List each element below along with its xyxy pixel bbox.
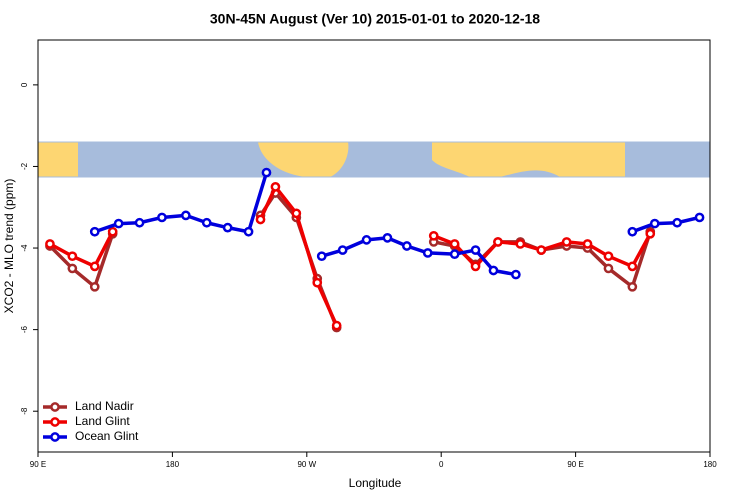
point <box>603 263 614 274</box>
legend-marker <box>50 432 60 442</box>
map-land <box>258 142 349 177</box>
x-tick-label: 90 E <box>30 460 46 469</box>
point <box>645 228 656 239</box>
point <box>331 320 342 331</box>
point <box>511 269 521 280</box>
map-land <box>38 142 78 177</box>
point <box>201 217 212 228</box>
point <box>107 226 118 237</box>
y-tick-label: -4 <box>20 244 29 252</box>
point <box>488 265 499 276</box>
legend-marker <box>50 402 60 412</box>
legend-label: Land Glint <box>75 414 130 428</box>
x-tick-label: 90 E <box>567 460 583 469</box>
x-tick-label: 180 <box>703 460 717 469</box>
point <box>627 281 638 292</box>
point <box>649 218 660 229</box>
legend-marker <box>50 417 60 427</box>
point <box>627 226 638 237</box>
legend-label: Land Nadir <box>75 399 134 413</box>
point <box>45 239 55 249</box>
point <box>422 248 433 258</box>
point <box>402 241 412 251</box>
point <box>493 237 503 247</box>
point <box>180 210 191 221</box>
point <box>382 232 393 243</box>
point <box>449 239 460 249</box>
chart-title: 30N-45N August (Ver 10) 2015-01-01 to 20… <box>210 11 540 27</box>
x-axis-label: Longitude <box>349 476 402 490</box>
point <box>603 251 614 262</box>
point <box>243 226 254 237</box>
point <box>536 245 547 255</box>
point <box>316 251 327 262</box>
point <box>672 217 682 228</box>
x-tick-label: 90 W <box>297 460 316 469</box>
point <box>89 226 100 237</box>
point <box>89 261 100 272</box>
point <box>89 281 100 292</box>
y-tick-label: -2 <box>20 162 29 170</box>
point <box>157 212 167 223</box>
point <box>261 167 272 178</box>
point <box>582 239 593 249</box>
x-tick-label: 180 <box>166 460 180 469</box>
point <box>515 239 526 249</box>
point <box>470 245 481 255</box>
plot-frame <box>37 39 711 453</box>
point <box>470 261 481 272</box>
point <box>361 235 372 245</box>
point <box>67 263 78 274</box>
y-tick-label: 0 <box>20 82 29 87</box>
point <box>113 218 124 229</box>
point <box>694 212 705 223</box>
y-tick-label: -6 <box>20 326 29 334</box>
point <box>561 237 572 247</box>
point <box>428 230 439 241</box>
point <box>255 214 266 225</box>
point <box>222 222 233 233</box>
x-tick-label: 0 <box>439 460 444 469</box>
point <box>449 249 460 260</box>
point <box>134 217 145 228</box>
point <box>312 277 323 288</box>
point <box>291 208 302 219</box>
series-line <box>49 185 652 327</box>
map-land <box>432 142 625 177</box>
map-band <box>37 141 711 178</box>
point <box>67 251 78 262</box>
y-axis-label: XCO2 - MLO trend (ppm) <box>2 179 16 314</box>
legend-label: Ocean Glint <box>75 429 139 443</box>
series-line <box>48 191 652 329</box>
point <box>627 261 638 272</box>
y-tick-label: -8 <box>20 407 29 415</box>
point <box>270 182 281 192</box>
point <box>337 245 348 255</box>
